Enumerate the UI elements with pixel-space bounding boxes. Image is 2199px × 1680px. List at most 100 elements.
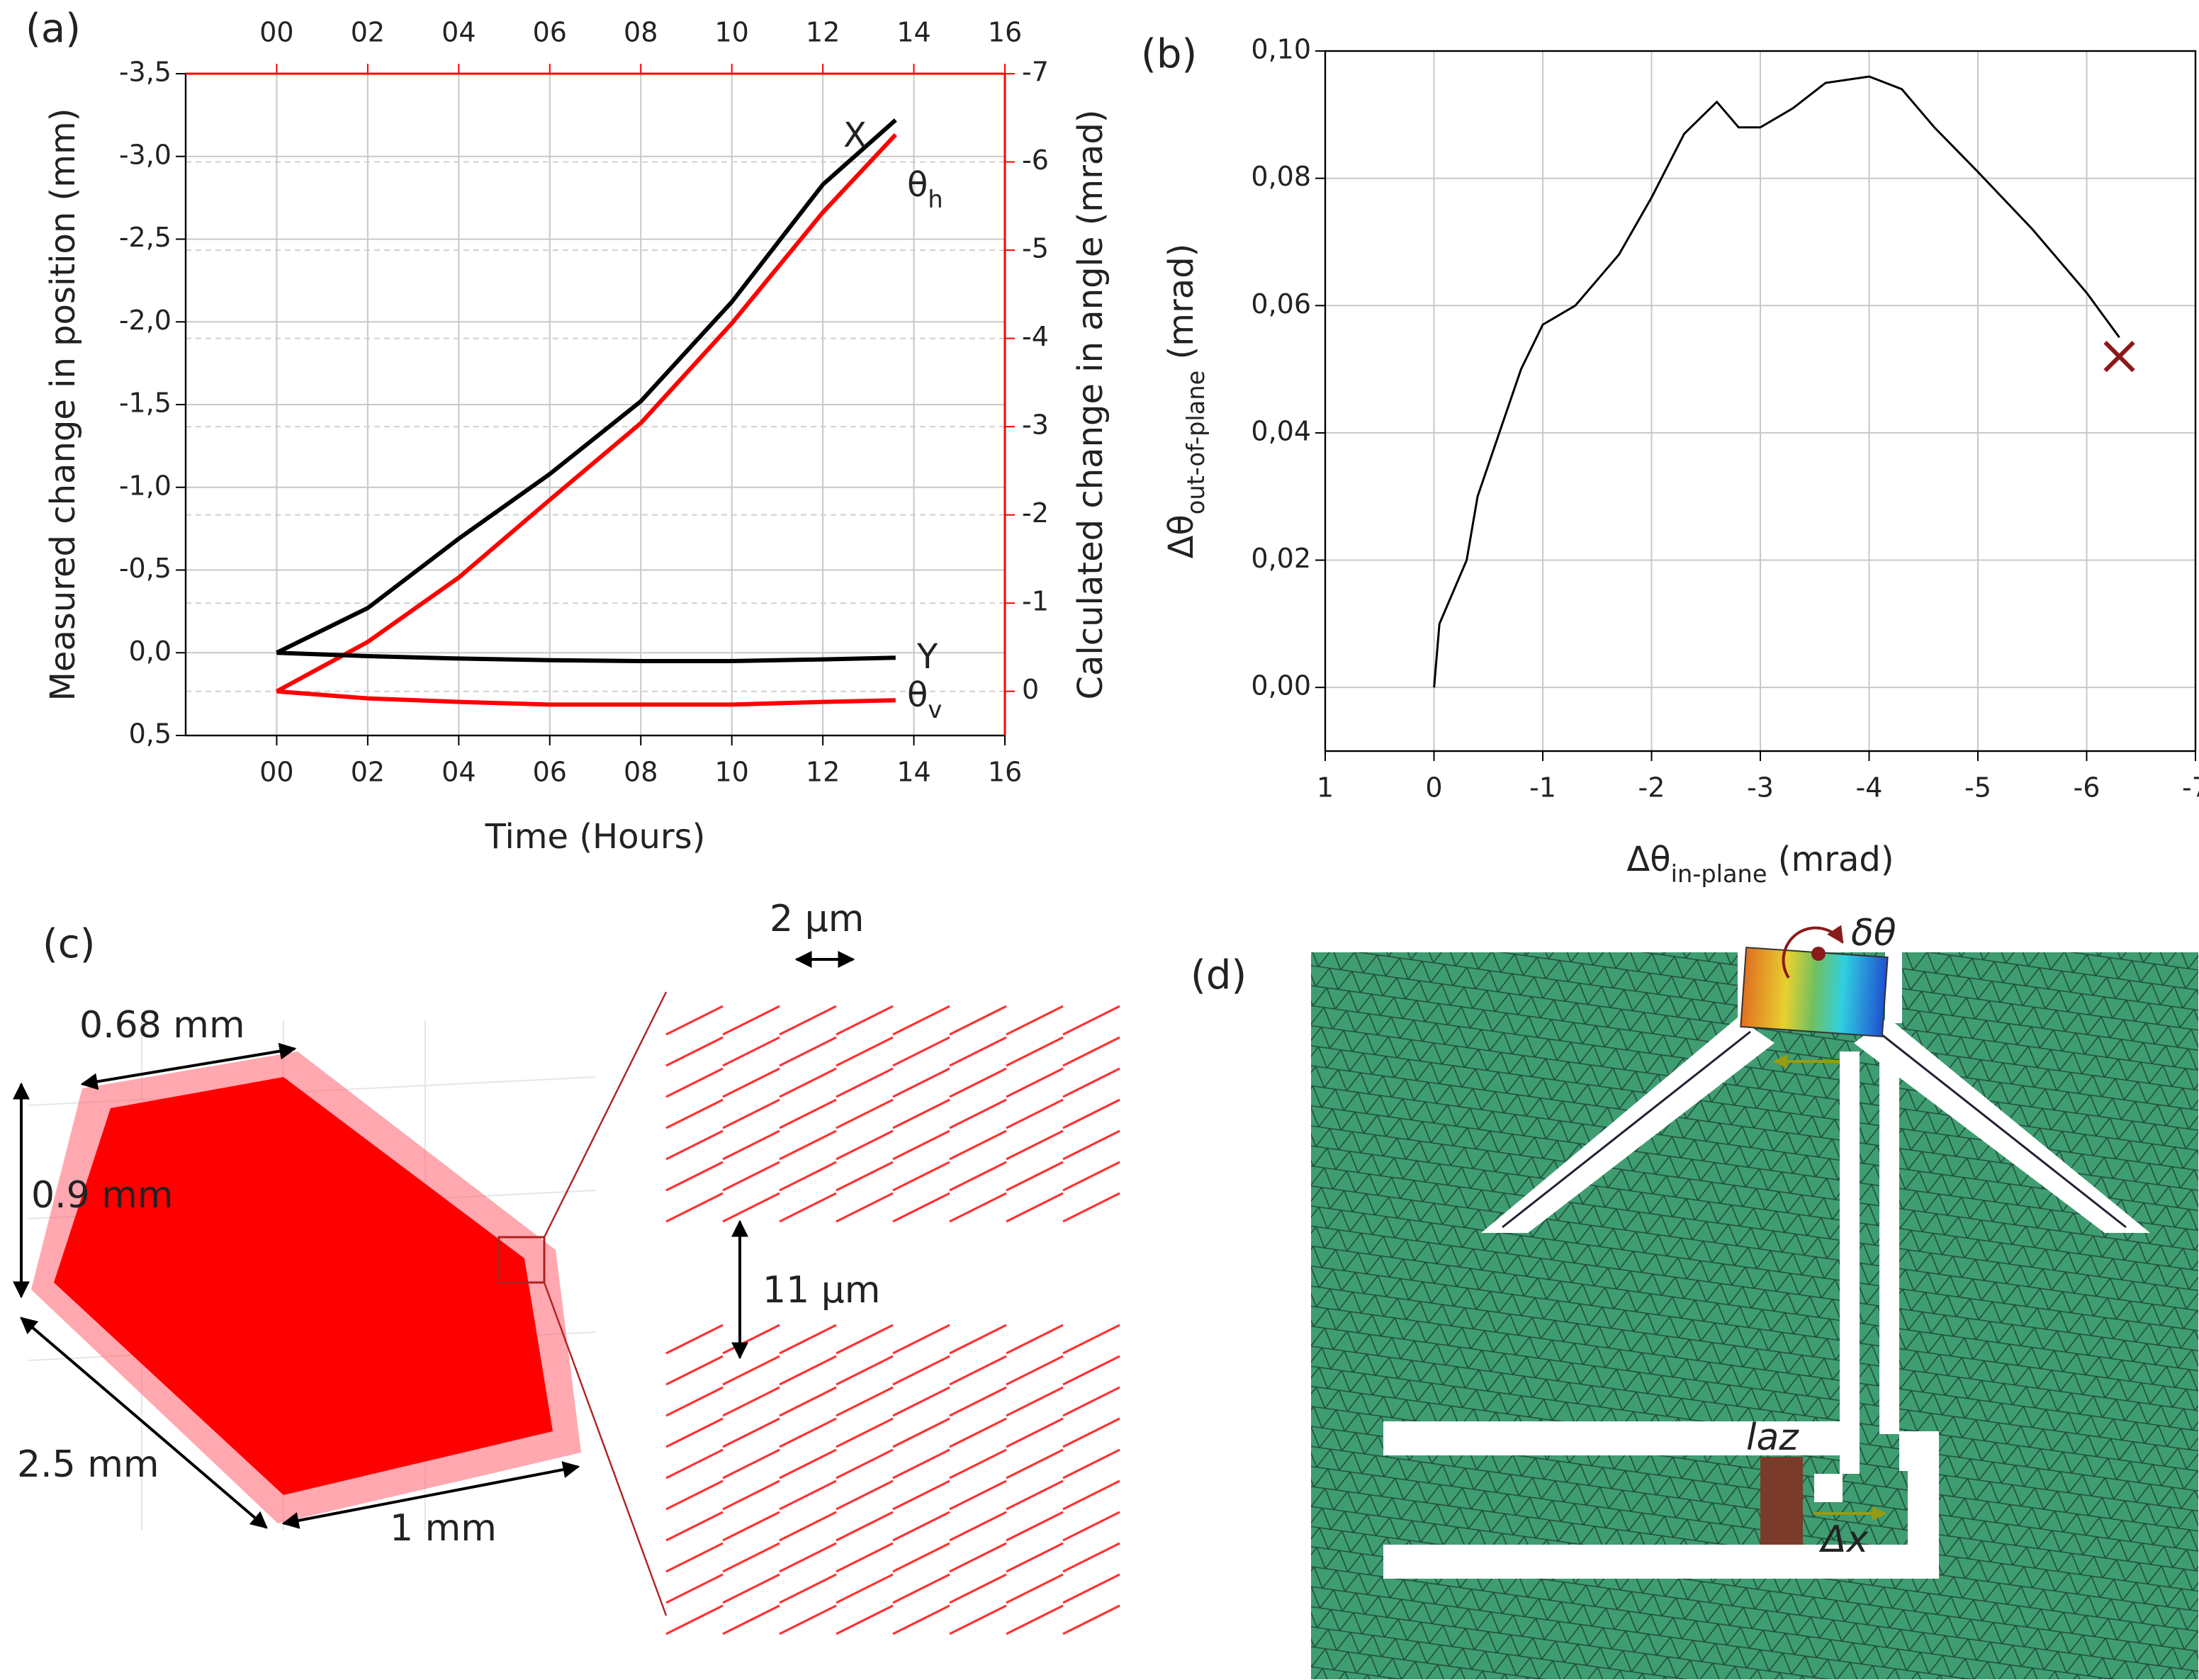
grating-line bbox=[779, 1542, 837, 1573]
grating-line bbox=[779, 1192, 837, 1223]
panel-label: (a) bbox=[26, 6, 81, 52]
grating-line bbox=[779, 1479, 837, 1511]
grating-line bbox=[779, 1448, 837, 1479]
grating-line bbox=[665, 1448, 724, 1479]
grating-line bbox=[779, 1067, 837, 1098]
grating-line bbox=[836, 1324, 894, 1355]
y2-tick-label: -6 bbox=[1022, 145, 1049, 176]
grating-line bbox=[949, 1386, 1007, 1417]
x-tick-label: -4 bbox=[1856, 772, 1883, 804]
dimension-label: 2 µm bbox=[770, 898, 864, 940]
grating-line bbox=[836, 1036, 894, 1067]
grating-line bbox=[1006, 1573, 1064, 1604]
grating-line bbox=[836, 1386, 894, 1417]
grating-line bbox=[836, 1448, 894, 1479]
pivot bbox=[1811, 947, 1826, 961]
grating-line bbox=[722, 1511, 780, 1542]
grating-line bbox=[1006, 1511, 1064, 1542]
axis-label: Δθin-plane (mrad) bbox=[1626, 840, 1894, 888]
y-tick-label: 0,06 bbox=[1251, 288, 1311, 320]
grating-line bbox=[949, 1067, 1007, 1098]
x-tick-label: 1 bbox=[1317, 772, 1334, 804]
y2-tick-label: -2 bbox=[1022, 497, 1049, 529]
grating-line bbox=[949, 1573, 1007, 1604]
grating-line bbox=[892, 1036, 950, 1067]
grating-line bbox=[949, 1005, 1007, 1036]
grating-line bbox=[779, 1036, 837, 1067]
top-tick-label: 14 bbox=[896, 17, 930, 48]
grating-line bbox=[779, 1573, 837, 1604]
label-part: (mrad) bbox=[1162, 244, 1201, 371]
y-tick-label: -3,0 bbox=[119, 139, 171, 170]
grating-line bbox=[665, 1098, 724, 1129]
grating-line bbox=[1006, 1036, 1064, 1067]
dimension-label: 0.9 mm bbox=[31, 1174, 174, 1217]
grating-line bbox=[892, 1511, 950, 1542]
grating-line bbox=[665, 1036, 724, 1067]
grating-line bbox=[1062, 1479, 1120, 1511]
grating-line bbox=[779, 1417, 837, 1448]
zoom-box bbox=[497, 1236, 546, 1284]
grating-line bbox=[836, 1573, 894, 1604]
x-tick-label: -3 bbox=[1747, 772, 1774, 804]
y-tick-label: 0,02 bbox=[1251, 543, 1311, 574]
x-tick-label: 00 bbox=[259, 757, 293, 788]
label-part: θ bbox=[907, 675, 928, 715]
grating-line bbox=[949, 1417, 1007, 1448]
grating-line bbox=[665, 1355, 724, 1386]
top-tick-label: 10 bbox=[714, 17, 748, 48]
grating-lines bbox=[665, 1005, 1120, 1635]
grating-line bbox=[836, 1417, 894, 1448]
y-tick-label: -1,5 bbox=[119, 388, 171, 419]
grating-line bbox=[722, 1067, 780, 1098]
grating-line bbox=[892, 1067, 950, 1098]
grating-line bbox=[1062, 1604, 1120, 1635]
grating-line bbox=[892, 1005, 950, 1036]
y-tick-label: -0,5 bbox=[119, 553, 171, 584]
grating-line bbox=[1006, 1067, 1064, 1098]
x-tick-label: -6 bbox=[2074, 772, 2100, 804]
dimension-label: 1 mm bbox=[390, 1507, 497, 1550]
x-tick-label: -7 bbox=[2182, 772, 2199, 804]
label-part: Δθ bbox=[1626, 840, 1670, 879]
y-tick-label: 0,10 bbox=[1251, 34, 1311, 65]
grating-line bbox=[1006, 1098, 1064, 1129]
y2-tick-label: -5 bbox=[1022, 233, 1049, 264]
grating-line bbox=[1062, 1386, 1120, 1417]
grating-line bbox=[1006, 1448, 1064, 1479]
displacement-label: Δx bbox=[1818, 1518, 1869, 1561]
grating-line bbox=[892, 1573, 950, 1604]
grating-line bbox=[1006, 1604, 1064, 1635]
grating-line bbox=[949, 1161, 1007, 1192]
axis-label: θv bbox=[907, 675, 942, 723]
label-part: Δθ bbox=[1162, 514, 1201, 558]
grating-line bbox=[1062, 1005, 1120, 1036]
grating-line bbox=[949, 1098, 1007, 1129]
label-part: h bbox=[928, 186, 943, 213]
grating-line bbox=[949, 1448, 1007, 1479]
grating-line bbox=[779, 1005, 837, 1036]
plot-frame bbox=[1324, 50, 2197, 752]
grating-line bbox=[949, 1324, 1007, 1355]
grating-line bbox=[1006, 1192, 1064, 1223]
grating-line bbox=[1062, 1542, 1120, 1573]
grating-line bbox=[1006, 1479, 1064, 1511]
grating-line bbox=[665, 1129, 724, 1161]
grating-line bbox=[1062, 1129, 1120, 1161]
grating-line bbox=[892, 1417, 950, 1448]
grating-line bbox=[836, 1098, 894, 1129]
grating-line bbox=[722, 1129, 780, 1161]
x-tick-label: 06 bbox=[533, 757, 567, 788]
grating-line bbox=[836, 1005, 894, 1036]
y-tick-label: -1,0 bbox=[119, 470, 171, 501]
grating-line bbox=[892, 1479, 950, 1511]
grating-line bbox=[665, 1005, 724, 1036]
flexure bbox=[1877, 1030, 2127, 1229]
grating-line bbox=[836, 1542, 894, 1573]
grating-line bbox=[665, 1192, 724, 1223]
grating-line bbox=[836, 1161, 894, 1192]
y-tick-label: 0,08 bbox=[1251, 161, 1311, 192]
grating-line bbox=[1062, 1573, 1120, 1604]
top-tick-label: 04 bbox=[442, 17, 476, 48]
